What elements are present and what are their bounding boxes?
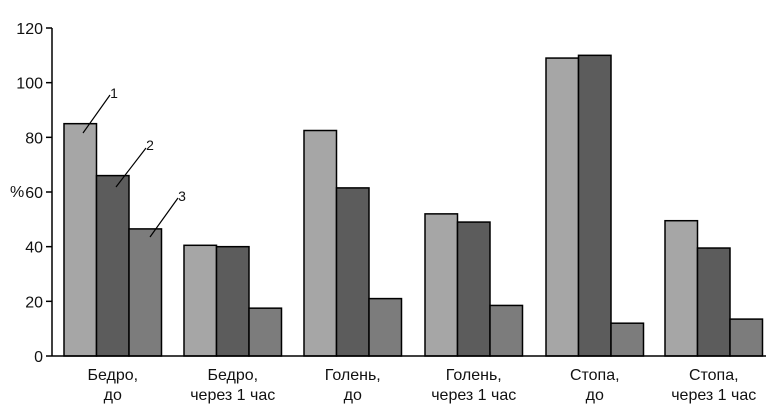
bar-series-3 [248, 307, 283, 357]
x-category-label: Стопа, [689, 367, 739, 384]
bar-series-2 [335, 187, 370, 357]
y-tick-label: 60 [25, 185, 43, 202]
x-category-label: через 1 час [671, 387, 756, 404]
bar-series-2 [95, 174, 130, 357]
bar-series-3 [610, 322, 645, 357]
x-category-label: Голень, [325, 367, 381, 384]
x-category-label: через 1 час [190, 387, 275, 404]
x-category-label: до [104, 387, 122, 404]
y-axis-label: % [10, 184, 24, 201]
y-tick-label: 20 [25, 294, 43, 311]
bar-series-2 [577, 54, 612, 357]
y-ticks: 0 20 40 60 80 100 120 [16, 21, 52, 366]
series-annotations: 1 2 3 [82, 85, 186, 238]
x-category-label: до [344, 387, 362, 404]
bar-series-2 [456, 221, 491, 357]
bar-series-2 [696, 247, 731, 357]
annotation-leader-line [149, 197, 179, 238]
y-tick-label: 120 [16, 21, 43, 38]
series-annotation-label: 2 [146, 137, 154, 153]
x-category-label: Стопа, [570, 367, 620, 384]
bar-series-1 [63, 122, 98, 357]
series-annotation-label: 1 [110, 85, 118, 101]
annotation-leader-line [82, 94, 111, 134]
y-tick-label: 100 [16, 76, 43, 93]
bar-series-1 [183, 244, 218, 357]
bar-series-3 [368, 297, 403, 357]
x-category-label: до [586, 387, 604, 404]
y-tick-label: 40 [25, 240, 43, 257]
bar-series-1 [545, 57, 580, 357]
series-annotation-label: 3 [178, 188, 186, 204]
plot-area [63, 54, 764, 357]
y-tick-label: 80 [25, 130, 43, 147]
bar-series-3 [729, 318, 764, 357]
annotation-leader-line [115, 147, 147, 188]
x-category-label: Бедро, [87, 367, 138, 384]
bar-series-2 [215, 245, 250, 357]
x-category-label: Бедро, [207, 367, 258, 384]
bar-series-1 [303, 129, 338, 357]
bar-series-1 [664, 219, 699, 357]
bar-series-1 [424, 213, 459, 357]
x-category-label: Голень, [446, 367, 502, 384]
x-category-label: через 1 час [431, 387, 516, 404]
bar-series-3 [128, 228, 163, 357]
bar-series-3 [489, 304, 524, 357]
y-tick-label: 0 [34, 349, 43, 366]
x-category-labels: Бедро, до Бедро, через 1 час Голень, до Голень… [87, 367, 756, 404]
